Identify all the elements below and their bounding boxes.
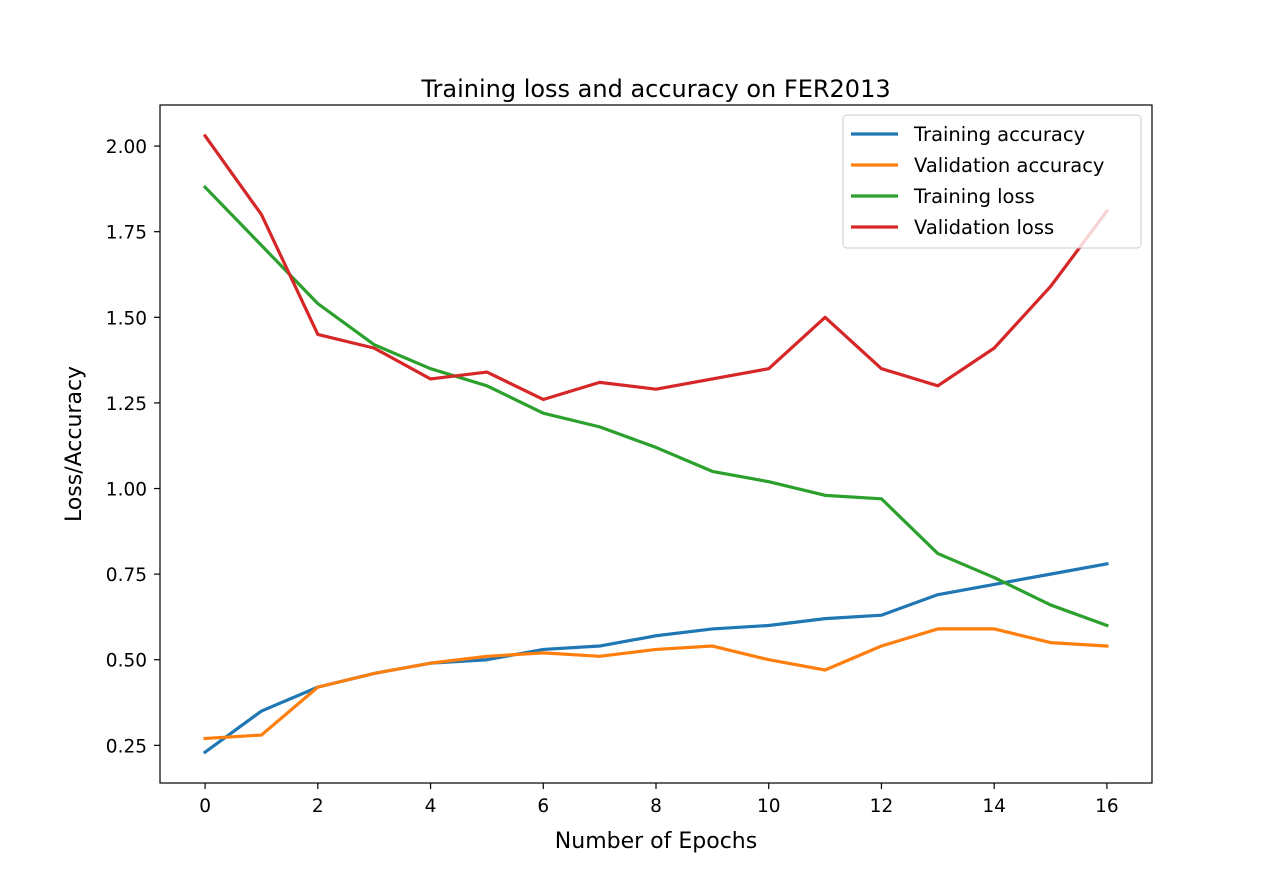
x-tick-label: 8 [650, 796, 662, 817]
x-tick-label: 14 [982, 796, 1006, 817]
y-axis-label: Loss/Accuracy [62, 366, 87, 522]
y-tick-label: 1.25 [106, 394, 147, 415]
x-tick-label: 2 [312, 796, 324, 817]
y-tick-label: 2.00 [106, 137, 147, 158]
y-axis: 0.25 0.50 0.75 1.00 1.25 1.50 1.75 2.00 [106, 137, 160, 757]
x-tick-label: 0 [199, 796, 211, 817]
y-tick-label: 1.75 [106, 223, 147, 244]
legend-label: Validation accuracy [914, 154, 1104, 177]
plot-area [202, 133, 1110, 755]
x-tick-label: 4 [425, 796, 437, 817]
legend-label: Training loss [913, 185, 1035, 208]
legend-label: Validation loss [914, 216, 1054, 239]
x-tick-label: 6 [537, 796, 549, 817]
y-tick-label: 0.50 [106, 651, 147, 672]
x-axis-label: Number of Epochs [555, 829, 757, 854]
series-line-2 [203, 627, 1109, 741]
y-tick-label: 0.25 [106, 736, 147, 757]
series-line-3 [202, 184, 1109, 628]
y-tick-label: 0.75 [106, 565, 147, 586]
legend-label: Training accuracy [913, 123, 1085, 146]
x-axis: 0 2 4 6 8 10 12 14 16 [199, 783, 1119, 817]
series-line-1 [202, 561, 1109, 755]
y-tick-label: 1.00 [106, 480, 147, 501]
series-line-4 [202, 133, 1110, 402]
x-tick-label: 10 [757, 796, 781, 817]
legend-box [842, 114, 1142, 249]
x-tick-label: 16 [1095, 796, 1119, 817]
x-tick-label: 12 [870, 796, 894, 817]
chart-title: Training loss and accuracy on FER2013 [420, 75, 890, 103]
y-tick-label: 1.50 [106, 308, 147, 329]
legend: Training accuracy Validation accuracy Trai… [842, 114, 1142, 249]
